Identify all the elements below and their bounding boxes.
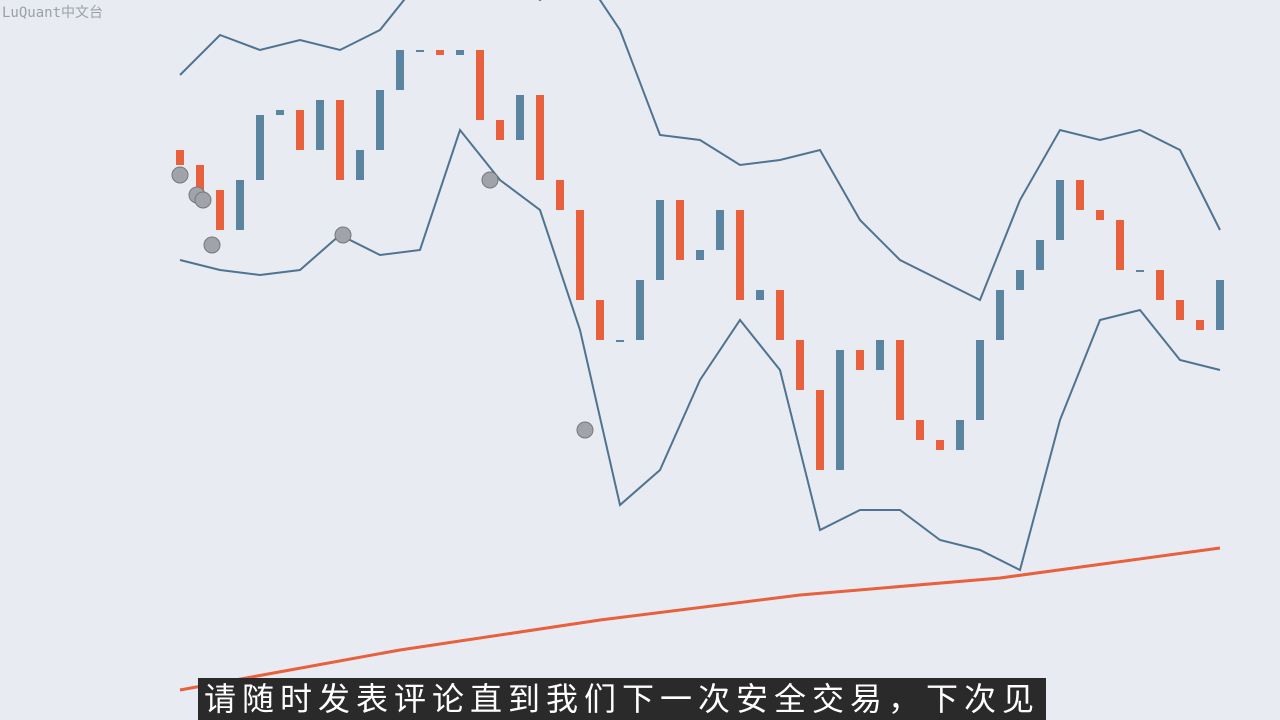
candle [356,150,364,180]
candle [696,250,704,260]
candle [936,440,944,450]
candle [876,340,884,370]
candle [256,115,264,180]
candle [1216,280,1224,330]
signal-marker [171,166,189,184]
candle [716,210,724,250]
candle [856,350,864,370]
candle [576,210,584,300]
signal-marker [203,236,221,254]
candle [296,110,304,150]
candle [916,420,924,440]
candle [516,95,524,140]
candle [976,340,984,420]
candle [1156,270,1164,300]
candle [1036,240,1044,270]
candle [1016,270,1024,290]
candle [776,290,784,340]
candle [836,350,844,470]
candle [816,390,824,470]
candle [1116,220,1124,270]
candle [1096,210,1104,220]
candle [616,340,624,342]
candle [276,110,284,115]
candle [596,300,604,340]
candle [236,180,244,230]
candle [196,165,204,190]
candle [996,290,1004,340]
candle [1176,300,1184,320]
candle [896,340,904,420]
moving-average [179,546,1221,692]
watermark: LuQuant中文台 [2,5,104,21]
candle [376,90,384,150]
candle [656,200,664,280]
candle [176,150,184,165]
candle [536,95,544,180]
candle [796,340,804,390]
signal-marker [576,421,594,439]
candle [456,50,464,55]
candle [956,420,964,450]
signal-marker [194,191,212,209]
candle [216,190,224,230]
upper-band [179,0,1221,302]
lower-band [179,127,1221,572]
signal-marker [481,171,499,189]
candle [476,50,484,120]
candle [496,120,504,140]
candle [556,180,564,210]
candle [636,280,644,340]
candle [436,50,444,55]
candle [676,200,684,260]
candle [396,50,404,90]
candle [1196,320,1204,330]
candle [316,100,324,150]
subtitle: 请随时发表评论直到我们下一次安全交易，下次见 [198,678,1047,720]
candle [336,100,344,180]
candle [756,290,764,300]
candle [1076,180,1084,210]
candle [416,50,424,52]
candle [1056,180,1064,240]
candle [1136,270,1144,272]
candle [736,210,744,300]
signal-marker [334,226,352,244]
